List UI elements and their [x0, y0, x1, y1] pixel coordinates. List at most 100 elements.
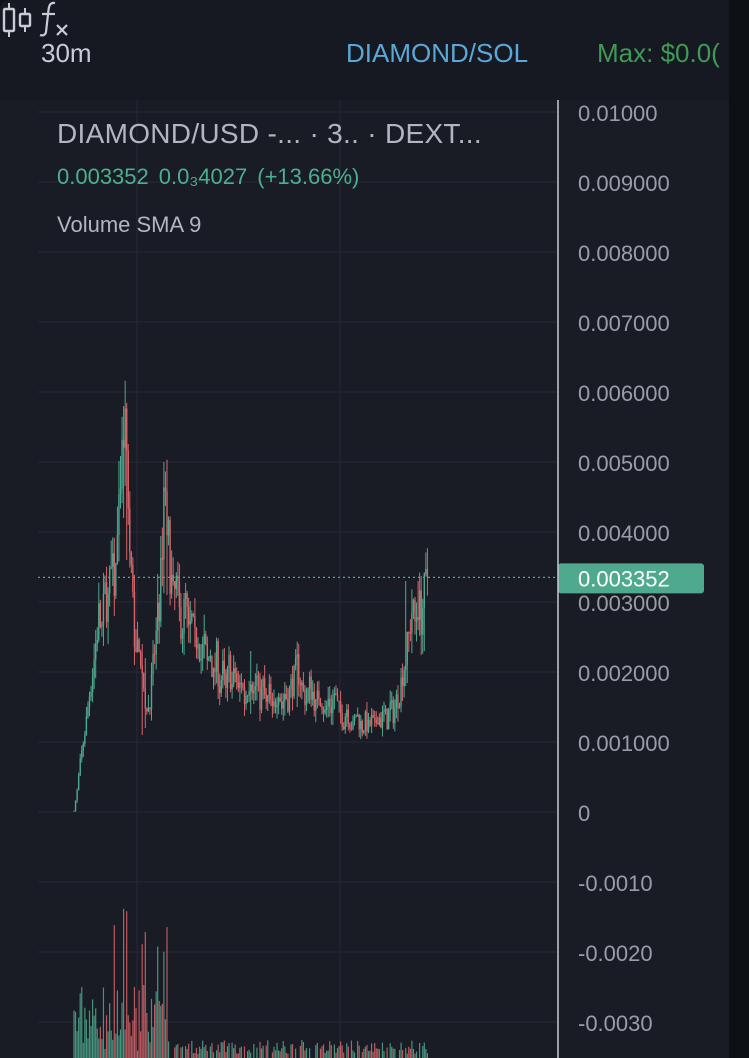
- volume-bar: [405, 1047, 407, 1058]
- volume-bar: [123, 908, 125, 1058]
- volume-bar: [375, 1048, 377, 1058]
- candle-body: [146, 708, 148, 712]
- candle-body: [160, 557, 162, 622]
- candle-body: [398, 705, 401, 709]
- candle-body: [104, 582, 106, 594]
- volume-bar: [282, 1040, 284, 1058]
- volume-bar: [233, 1047, 235, 1058]
- candle-body: [296, 654, 298, 658]
- volume-bar: [400, 1042, 402, 1058]
- volume-bar: [163, 951, 165, 1058]
- candle-body: [186, 593, 188, 607]
- candle-body: [181, 633, 184, 639]
- volume-bar: [209, 1046, 211, 1058]
- volume-bar: [143, 985, 145, 1058]
- candle-body: [169, 520, 171, 594]
- volume-bar: [174, 1047, 176, 1058]
- volume-bar: [291, 1044, 294, 1058]
- candle-body: [248, 690, 250, 696]
- candle-body: [352, 720, 354, 729]
- candle-body: [387, 710, 390, 730]
- pair-selector[interactable]: DIAMOND/SOL: [346, 38, 529, 68]
- candle-body: [158, 602, 160, 622]
- candle-body: [322, 709, 325, 713]
- candle-body: [265, 694, 267, 702]
- candle-body: [332, 698, 334, 714]
- volume-bar: [279, 1051, 281, 1058]
- volume-bar: [166, 927, 168, 1058]
- volume-bar: [248, 1049, 250, 1058]
- candle-body: [377, 722, 379, 725]
- volume-bar: [352, 1050, 354, 1058]
- volume-bar: [185, 1046, 187, 1058]
- volume-bar: [158, 1000, 160, 1058]
- volume-bar: [98, 1038, 100, 1058]
- candle-body: [414, 599, 416, 622]
- volume-bar: [141, 944, 143, 1058]
- candle-body: [229, 654, 232, 690]
- volume-bar: [366, 1044, 368, 1058]
- volume-bar: [372, 1051, 374, 1058]
- candle-body: [101, 624, 103, 627]
- volume-bar: [363, 1048, 365, 1058]
- candle-body: [316, 690, 319, 700]
- candle-body: [378, 717, 381, 725]
- candle-body: [110, 566, 112, 569]
- candle-body: [287, 698, 289, 712]
- candle-body: [279, 697, 281, 702]
- candle-body: [403, 670, 405, 687]
- volume-bar: [167, 1041, 170, 1058]
- candle-body: [239, 682, 241, 688]
- volume-bar: [398, 1049, 401, 1058]
- volume-bar: [353, 1052, 356, 1058]
- volume-bar: [127, 1015, 129, 1058]
- volume-bar: [124, 1029, 126, 1058]
- candle-body: [102, 593, 105, 625]
- volume-bar: [84, 1007, 86, 1058]
- candle-body: [113, 553, 115, 596]
- candle-body: [304, 689, 306, 706]
- candle-body: [121, 439, 123, 489]
- candle-body: [341, 712, 343, 727]
- volume-bar: [295, 1048, 297, 1058]
- candle-body: [394, 706, 396, 724]
- candle-body: [327, 698, 329, 706]
- volume-bar: [419, 1042, 421, 1058]
- volume-bar: [105, 1015, 108, 1058]
- candle-body: [108, 568, 111, 594]
- candle-body: [262, 678, 264, 688]
- screen-edge: [729, 0, 749, 1058]
- candle-body: [119, 488, 122, 494]
- volume-bar: [212, 1052, 215, 1058]
- candle-body: [143, 673, 145, 689]
- candle-body: [412, 599, 415, 613]
- candle-body: [288, 688, 291, 712]
- volume-bar: [74, 1011, 77, 1058]
- candle-body: [192, 613, 195, 616]
- volume-bar: [319, 1048, 322, 1058]
- chart-canvas[interactable]: 0.003352 0.01000 0.009000 0.008000 0.007000…: [0, 100, 729, 1058]
- price-chart[interactable]: 0.003352 0.01000 0.009000 0.008000 0.007000…: [0, 100, 729, 1058]
- candle-body: [319, 698, 322, 707]
- candle-body: [135, 647, 137, 652]
- candle-body: [350, 728, 353, 730]
- candle-body: [164, 487, 167, 492]
- volume-bar: [267, 1040, 269, 1058]
- candle-body: [415, 617, 418, 622]
- volume-bar: [113, 925, 115, 1058]
- candle-body: [380, 717, 382, 728]
- volume-bar: [200, 1048, 202, 1058]
- volume-bar: [144, 931, 146, 1058]
- candle-body: [369, 719, 371, 726]
- legend-study[interactable]: Volume SMA 9: [57, 212, 202, 237]
- volume-bar: [343, 1052, 345, 1058]
- candlestick-icon[interactable]: [0, 2, 34, 38]
- fx-icon[interactable]: [38, 0, 72, 38]
- candle-body: [298, 654, 300, 684]
- interval-button[interactable]: 30m: [41, 38, 92, 68]
- volume-bar: [234, 1044, 236, 1058]
- volume-bar: [423, 1042, 425, 1058]
- candle-body: [136, 639, 139, 652]
- candle-body: [375, 719, 377, 723]
- candle-body: [360, 721, 362, 730]
